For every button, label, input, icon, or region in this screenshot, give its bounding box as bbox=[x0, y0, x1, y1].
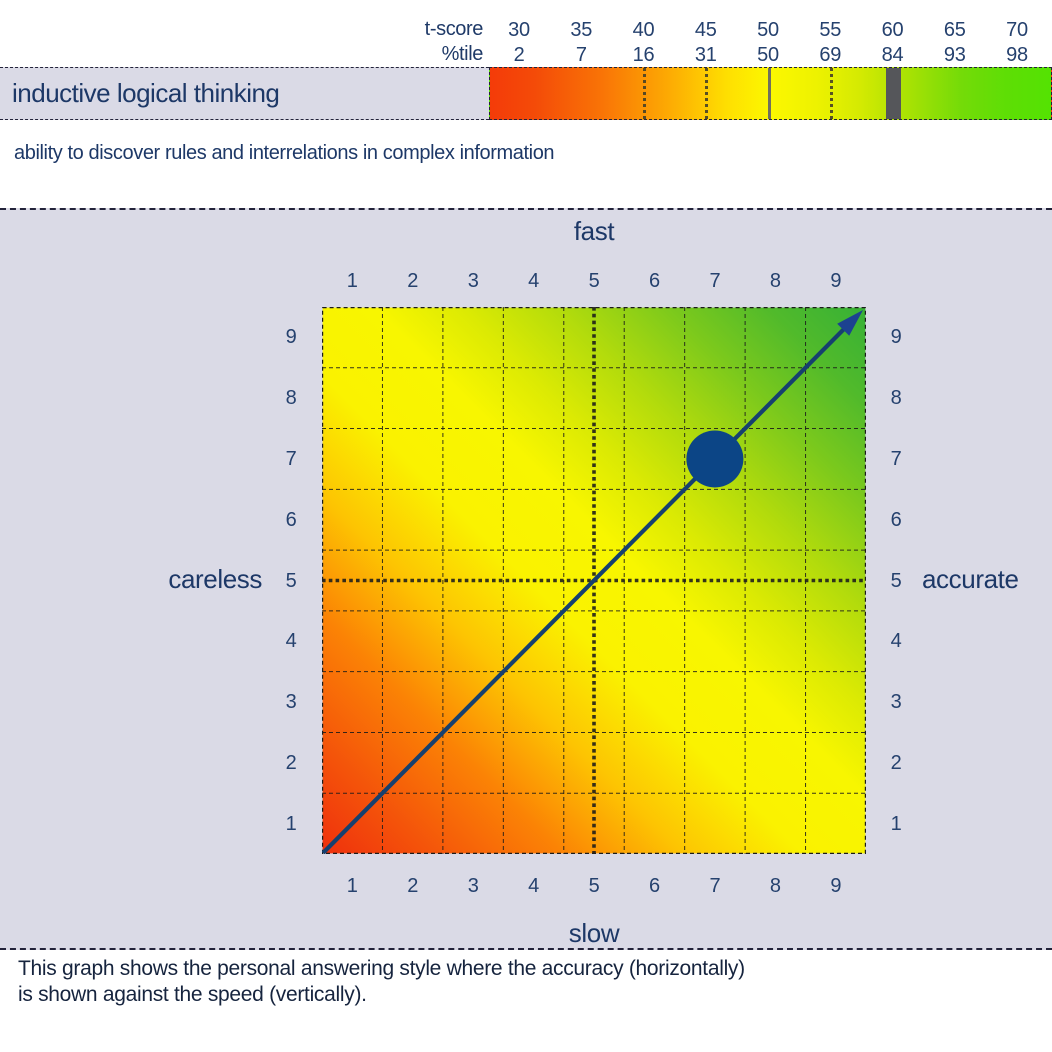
speed-accuracy-chart-panel: fast slow careless accurate 123456789 12… bbox=[0, 208, 1052, 950]
x-tick-bottom: 5 bbox=[574, 873, 614, 899]
x-tick-top: 9 bbox=[816, 268, 856, 294]
x-tick-bottom: 2 bbox=[393, 873, 433, 899]
y-tick-right: 7 bbox=[876, 446, 916, 472]
careless-axis-label: careless bbox=[62, 564, 262, 594]
y-tick-left: 1 bbox=[271, 811, 311, 837]
y-tick-left: 8 bbox=[271, 385, 311, 411]
score-point-marker bbox=[686, 430, 743, 487]
scale-tick-ptile: 84 bbox=[873, 42, 913, 68]
scale-dotted-reference-line bbox=[705, 68, 708, 119]
chart-plot-area bbox=[322, 307, 866, 854]
scale-tick-ptile: 31 bbox=[686, 42, 726, 68]
x-tick-bottom: 3 bbox=[453, 873, 493, 899]
x-tick-bottom: 8 bbox=[755, 873, 795, 899]
x-tick-top: 4 bbox=[514, 268, 554, 294]
fast-axis-label: fast bbox=[494, 216, 694, 246]
accurate-axis-label: accurate bbox=[922, 564, 1052, 594]
trait-description: ability to discover rules and interrelat… bbox=[14, 142, 554, 165]
t-score-gradient-bar bbox=[489, 67, 1052, 120]
y-tick-left: 2 bbox=[271, 750, 311, 776]
y-tick-right: 4 bbox=[876, 628, 916, 654]
scale-tick-tscore: 55 bbox=[810, 17, 850, 43]
scale-tick-tscore: 35 bbox=[561, 17, 601, 43]
trait-title: inductive logical thinking bbox=[0, 68, 489, 118]
scale-tick-ptile: 7 bbox=[561, 42, 601, 68]
x-tick-bottom: 9 bbox=[816, 873, 856, 899]
y-tick-right: 8 bbox=[876, 385, 916, 411]
percentile-row-label: %tile bbox=[380, 42, 483, 66]
trait-label-box: inductive logical thinking bbox=[0, 67, 489, 120]
slow-axis-label: slow bbox=[494, 918, 694, 948]
y-tick-right: 9 bbox=[876, 324, 916, 350]
y-tick-left: 5 bbox=[271, 568, 311, 594]
x-tick-bottom: 6 bbox=[634, 873, 674, 899]
x-tick-bottom: 4 bbox=[514, 873, 554, 899]
scale-dotted-reference-line bbox=[643, 68, 646, 119]
scale-tick-ptile: 98 bbox=[997, 42, 1037, 68]
y-tick-left: 7 bbox=[271, 446, 311, 472]
scale-tick-tscore: 65 bbox=[935, 17, 975, 43]
y-tick-right: 2 bbox=[876, 750, 916, 776]
scale-tick-tscore: 50 bbox=[748, 17, 788, 43]
y-tick-right: 6 bbox=[876, 507, 916, 533]
x-tick-top: 8 bbox=[755, 268, 795, 294]
score-marker-block bbox=[886, 68, 901, 119]
scale-tick-tscore: 70 bbox=[997, 17, 1037, 43]
scale-tick-ptile: 2 bbox=[499, 42, 539, 68]
scale-dotted-reference-line bbox=[830, 68, 833, 119]
x-tick-bottom: 1 bbox=[332, 873, 372, 899]
scale-tick-tscore: 60 bbox=[873, 17, 913, 43]
x-tick-top: 2 bbox=[393, 268, 433, 294]
x-tick-top: 3 bbox=[453, 268, 493, 294]
scale-tick-tscore: 45 bbox=[686, 17, 726, 43]
scale-tick-ptile: 16 bbox=[624, 42, 664, 68]
t-score-row-label: t-score bbox=[380, 17, 483, 41]
y-tick-right: 1 bbox=[876, 811, 916, 837]
scale-tick-ptile: 50 bbox=[748, 42, 788, 68]
scale-tick-tscore: 40 bbox=[624, 17, 664, 43]
scale-tick-tscore: 30 bbox=[499, 17, 539, 43]
y-tick-left: 4 bbox=[271, 628, 311, 654]
scale-tick-ptile: 69 bbox=[810, 42, 850, 68]
x-tick-top: 5 bbox=[574, 268, 614, 294]
report-page: t-score %tile 303540455055606570 2716315… bbox=[0, 0, 1052, 1052]
y-tick-left: 9 bbox=[271, 324, 311, 350]
scale-tick-ptile: 93 bbox=[935, 42, 975, 68]
x-tick-top: 7 bbox=[695, 268, 735, 294]
y-tick-right: 5 bbox=[876, 568, 916, 594]
y-tick-right: 3 bbox=[876, 689, 916, 715]
chart-caption: This graph shows the personal answering … bbox=[18, 956, 745, 1008]
x-tick-top: 6 bbox=[634, 268, 674, 294]
scale-solid-reference-line bbox=[768, 68, 771, 119]
caption-line-1: This graph shows the personal answering … bbox=[18, 956, 745, 982]
y-tick-left: 3 bbox=[271, 689, 311, 715]
plot-svg bbox=[322, 307, 866, 854]
x-tick-top: 1 bbox=[332, 268, 372, 294]
x-tick-bottom: 7 bbox=[695, 873, 735, 899]
y-tick-left: 6 bbox=[271, 507, 311, 533]
caption-line-2: is shown against the speed (vertically). bbox=[18, 982, 745, 1008]
